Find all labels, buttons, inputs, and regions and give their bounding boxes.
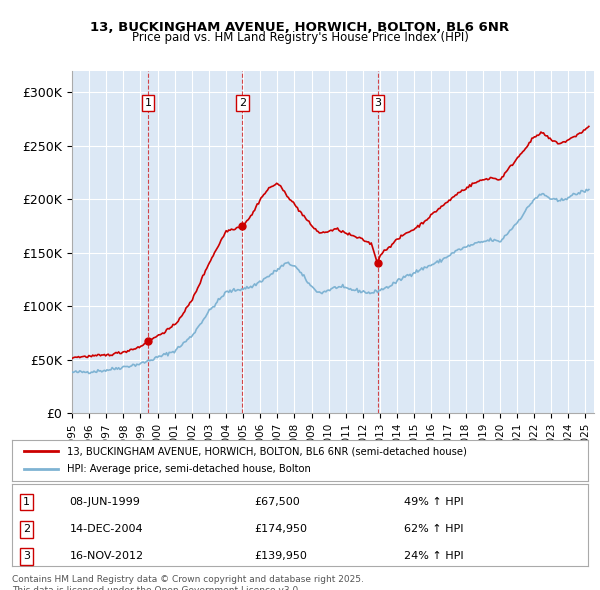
Text: 49% ↑ HPI: 49% ↑ HPI <box>404 497 463 507</box>
Text: £139,950: £139,950 <box>254 552 307 562</box>
Text: 13, BUCKINGHAM AVENUE, HORWICH, BOLTON, BL6 6NR: 13, BUCKINGHAM AVENUE, HORWICH, BOLTON, … <box>91 21 509 34</box>
Text: 13, BUCKINGHAM AVENUE, HORWICH, BOLTON, BL6 6NR (semi-detached house): 13, BUCKINGHAM AVENUE, HORWICH, BOLTON, … <box>67 446 467 456</box>
Text: 62% ↑ HPI: 62% ↑ HPI <box>404 525 463 534</box>
Text: 2: 2 <box>239 98 246 108</box>
Text: 14-DEC-2004: 14-DEC-2004 <box>70 525 143 534</box>
Text: 16-NOV-2012: 16-NOV-2012 <box>70 552 144 562</box>
Text: 3: 3 <box>374 98 382 108</box>
Text: £67,500: £67,500 <box>254 497 299 507</box>
Text: 1: 1 <box>23 497 30 507</box>
Text: 3: 3 <box>23 552 30 562</box>
Text: Price paid vs. HM Land Registry's House Price Index (HPI): Price paid vs. HM Land Registry's House … <box>131 31 469 44</box>
Text: 2: 2 <box>23 525 30 534</box>
Text: Contains HM Land Registry data © Crown copyright and database right 2025.
This d: Contains HM Land Registry data © Crown c… <box>12 575 364 590</box>
Text: 24% ↑ HPI: 24% ↑ HPI <box>404 552 463 562</box>
Text: £174,950: £174,950 <box>254 525 307 534</box>
Text: 1: 1 <box>145 98 151 108</box>
Text: 08-JUN-1999: 08-JUN-1999 <box>70 497 140 507</box>
Text: HPI: Average price, semi-detached house, Bolton: HPI: Average price, semi-detached house,… <box>67 464 311 474</box>
